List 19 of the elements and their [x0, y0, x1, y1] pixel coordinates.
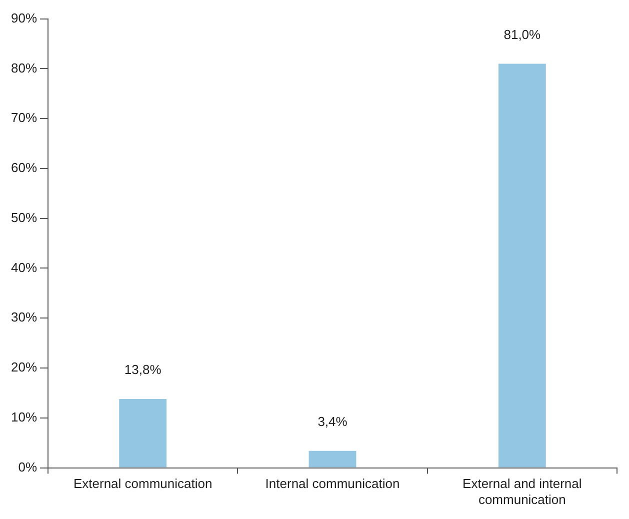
y-tick-label: 10%: [10, 409, 38, 424]
y-tick-label: 70%: [10, 110, 38, 126]
data-label: 3,4%: [318, 414, 348, 429]
y-tick-label: 60%: [10, 160, 38, 176]
bar: [498, 64, 546, 468]
y-tick-label: 20%: [10, 360, 38, 375]
x-tick-label: External communication: [73, 476, 212, 492]
x-tick-label: External and internal communication: [462, 476, 582, 507]
data-label: 81,0%: [504, 26, 542, 42]
y-tick-label: 40%: [10, 260, 38, 275]
y-tick-label: 0%: [18, 459, 38, 474]
data-label: 13,8%: [124, 362, 162, 378]
y-tick-label: 80%: [10, 60, 38, 76]
y-tick-label: 90%: [10, 10, 38, 26]
bar: [308, 450, 356, 468]
x-tick-label: Internal communication: [265, 476, 400, 492]
bar: [119, 398, 167, 468]
y-tick-label: 50%: [10, 210, 38, 225]
y-tick-label: 30%: [10, 310, 38, 325]
